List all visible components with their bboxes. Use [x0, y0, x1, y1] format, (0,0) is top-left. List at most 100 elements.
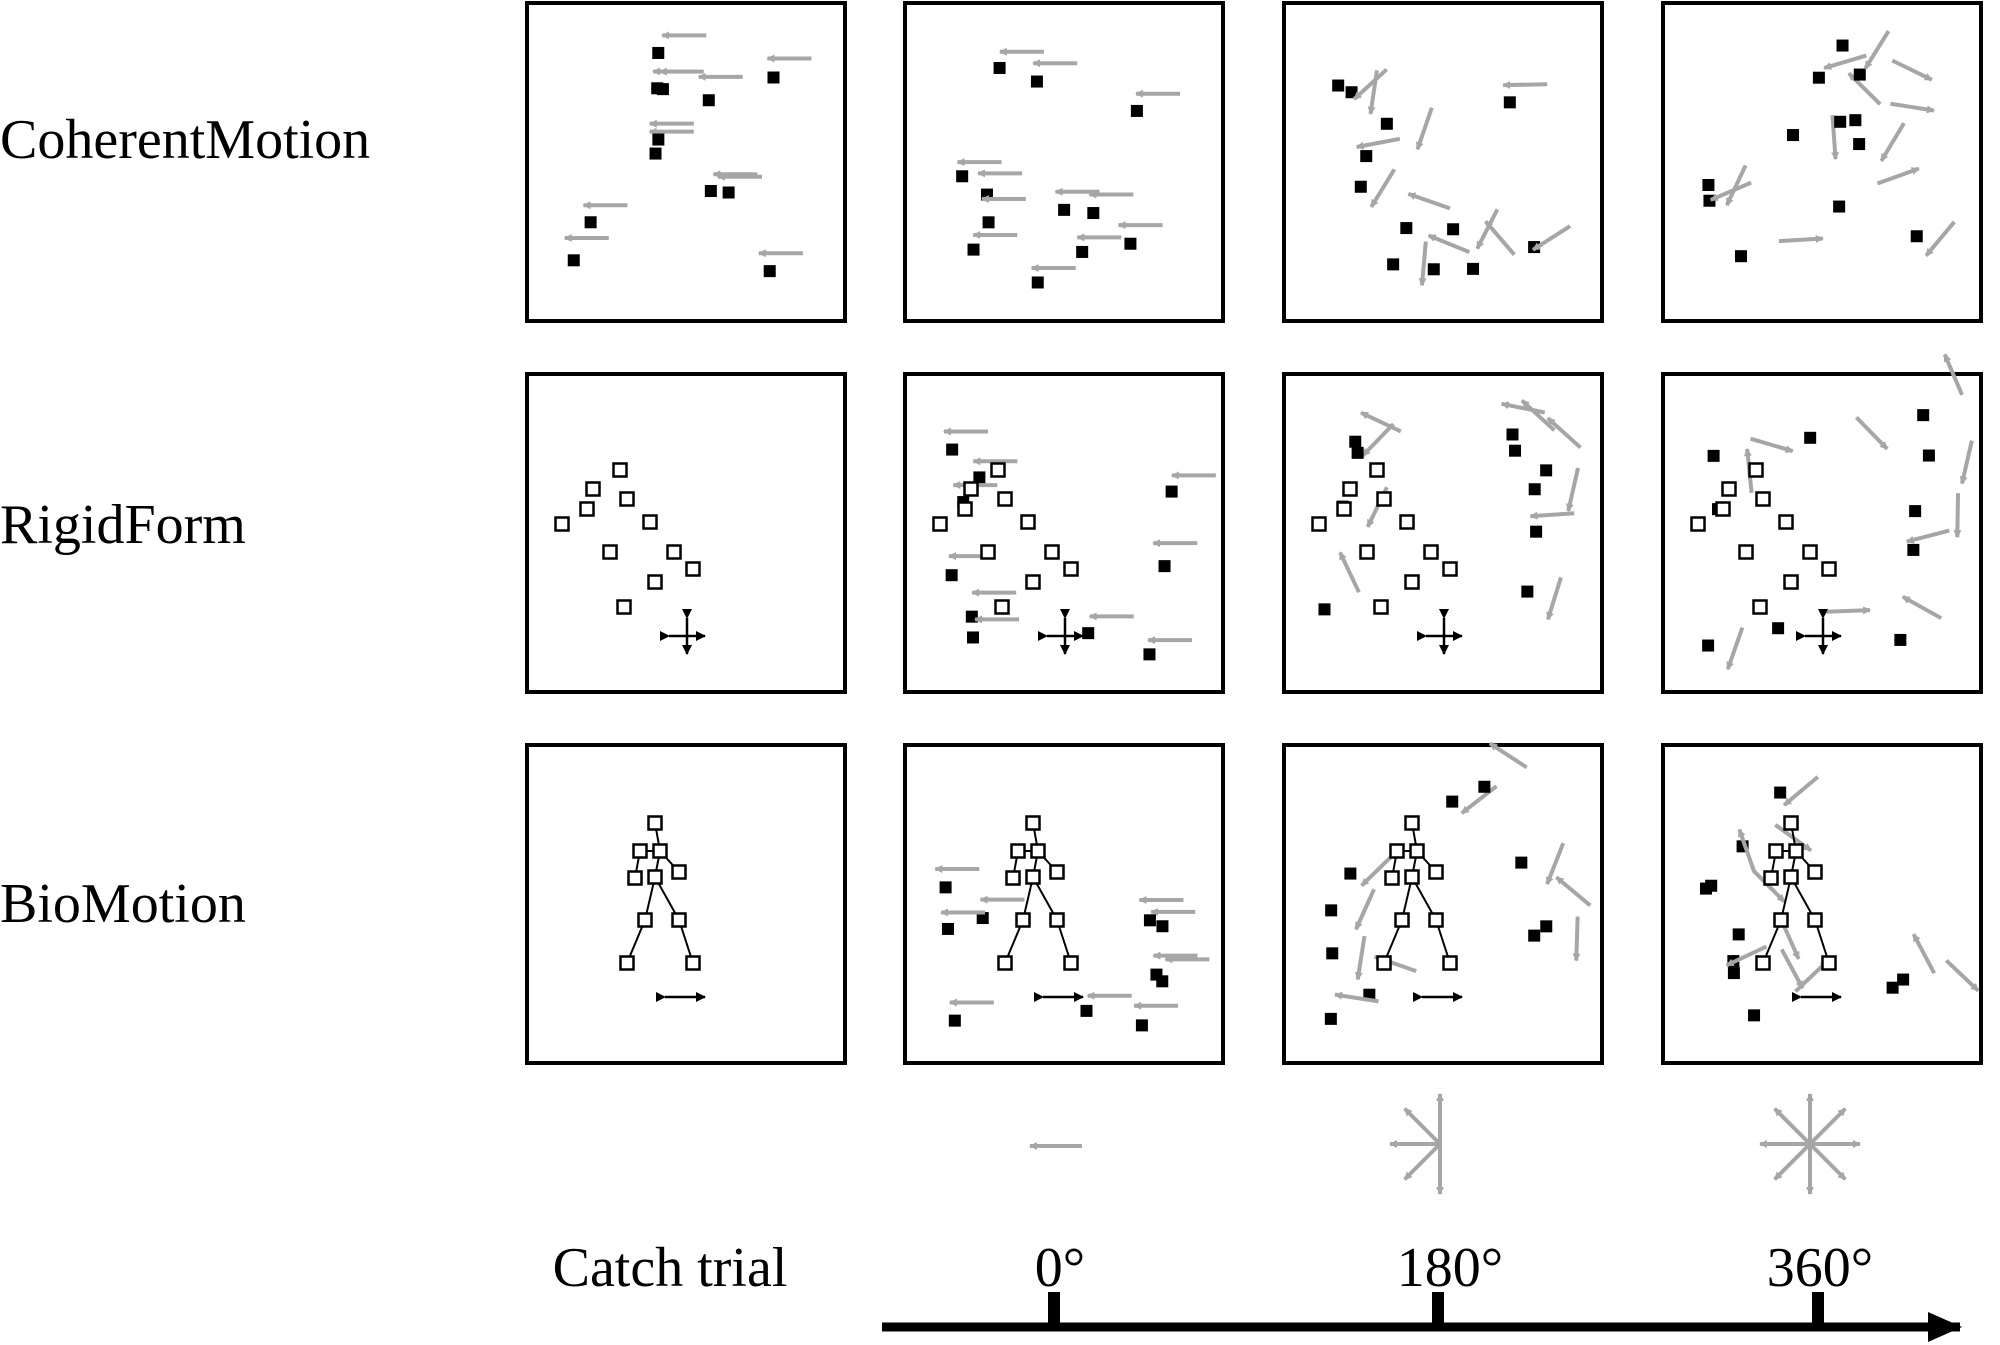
- panel-bio-motion-360-deg: [1661, 743, 1983, 1065]
- form-dot: [1428, 912, 1444, 928]
- noise-dot: [1509, 444, 1522, 457]
- noise-dot: [1156, 975, 1169, 988]
- noise-dot: [1528, 483, 1541, 496]
- form-dot: [1783, 869, 1799, 885]
- motion-arrow: [1823, 53, 1867, 70]
- form-dot: [1404, 574, 1420, 590]
- motion-arrow: [1879, 122, 1906, 162]
- panel-rigid-form-catch-trial: [525, 372, 847, 694]
- noise-dot: [967, 631, 980, 644]
- noise-dot: [1156, 920, 1169, 933]
- noise-dot: [767, 71, 780, 84]
- noise-dot: [1774, 786, 1787, 799]
- noise-dot: [1349, 435, 1362, 448]
- noise-dot: [948, 1014, 961, 1027]
- noise-dot: [652, 133, 665, 146]
- noise-dot: [1427, 263, 1440, 276]
- form-dot: [652, 843, 668, 859]
- panel-rigid-form-0-deg: [903, 372, 1225, 694]
- form-dot: [579, 501, 595, 517]
- form-dot: [963, 481, 979, 497]
- motion-arrow: [1546, 576, 1563, 621]
- motion-arrow: [1572, 916, 1581, 962]
- motion-arrow: [1334, 991, 1379, 1004]
- form-dot: [1783, 574, 1799, 590]
- motion-arrow: [1361, 422, 1395, 458]
- motion-arrow: [1415, 107, 1434, 151]
- motion-arrow: [1460, 784, 1498, 815]
- row-label-bio-motion: BioMotion: [0, 873, 246, 935]
- form-dot: [990, 462, 1006, 478]
- form-dot: [997, 491, 1013, 507]
- form-dot: [1773, 912, 1789, 928]
- form-dot: [1409, 843, 1425, 859]
- motion-arrow: [1531, 224, 1572, 252]
- motion-arrow: [1354, 935, 1367, 981]
- form-dot: [1752, 599, 1768, 615]
- motion-arrow: [1418, 241, 1428, 287]
- form-dot: [1336, 501, 1352, 517]
- form-dot: [1020, 514, 1036, 530]
- noise-dot: [1530, 525, 1543, 538]
- motion-arrow: [1876, 166, 1920, 186]
- axis-tick-360: [1812, 1292, 1824, 1326]
- noise-dot: [1834, 115, 1847, 128]
- form-dot: [1025, 574, 1041, 590]
- motion-arrow: [1545, 842, 1566, 885]
- form-dot: [980, 544, 996, 560]
- full-circle-directions-icon: [1759, 1093, 1861, 1195]
- panel-bio-motion-0-deg: [903, 743, 1225, 1065]
- form-dot: [619, 491, 635, 507]
- noise-dot: [1325, 904, 1338, 917]
- noise-dot: [1344, 867, 1357, 880]
- half-circle-directions-icon: [1389, 1093, 1444, 1195]
- noise-dot: [1478, 780, 1491, 793]
- motion-arrow: [1779, 948, 1805, 990]
- noise-dot: [567, 254, 580, 267]
- panel-frame: [1282, 1, 1604, 323]
- form-dot: [1373, 599, 1389, 615]
- noise-dot: [1705, 879, 1718, 892]
- form-dot: [1389, 843, 1405, 859]
- form-dot: [1369, 462, 1385, 478]
- noise-dot: [1853, 138, 1866, 151]
- noise-dot: [1351, 446, 1364, 459]
- form-dot: [1404, 869, 1420, 885]
- form-dot: [1778, 514, 1794, 530]
- motion-arrow: [1724, 164, 1748, 207]
- motion-arrow: [1529, 511, 1575, 520]
- form-dot: [1359, 544, 1375, 560]
- noise-dot: [1158, 560, 1171, 573]
- form-dot: [1807, 912, 1823, 928]
- noise-dot: [945, 569, 958, 582]
- noise-dot: [1124, 237, 1137, 250]
- noise-dot: [1727, 967, 1740, 980]
- noise-dot: [1707, 449, 1720, 462]
- form-dot: [647, 574, 663, 590]
- noise-dot: [1058, 203, 1071, 216]
- noise-dot: [1326, 947, 1339, 960]
- noise-dot: [1734, 250, 1747, 263]
- noise-dot: [1332, 79, 1345, 92]
- panel-frame: [1282, 743, 1604, 1065]
- noise-dot: [1135, 1019, 1148, 1032]
- form-dot: [1049, 912, 1065, 928]
- noise-dot: [656, 83, 669, 96]
- form-dot: [1721, 481, 1737, 497]
- form-dot: [1010, 843, 1026, 859]
- motion-arrow: [1502, 80, 1548, 89]
- form-dot: [994, 599, 1010, 615]
- motion-arrow: [1352, 67, 1389, 101]
- noise-dot: [1886, 981, 1899, 994]
- noise-dot: [1354, 180, 1367, 193]
- noise-dot: [956, 170, 969, 183]
- form-dot: [1376, 955, 1392, 971]
- noise-dot: [704, 185, 717, 198]
- form-dot: [1788, 843, 1804, 859]
- noise-dot: [1318, 603, 1331, 616]
- noise-dot: [1540, 920, 1553, 933]
- form-dot: [1342, 481, 1358, 497]
- motion-arrow: [1360, 410, 1402, 434]
- motion-arrow: [1959, 440, 1974, 485]
- panel-frame: [903, 743, 1225, 1065]
